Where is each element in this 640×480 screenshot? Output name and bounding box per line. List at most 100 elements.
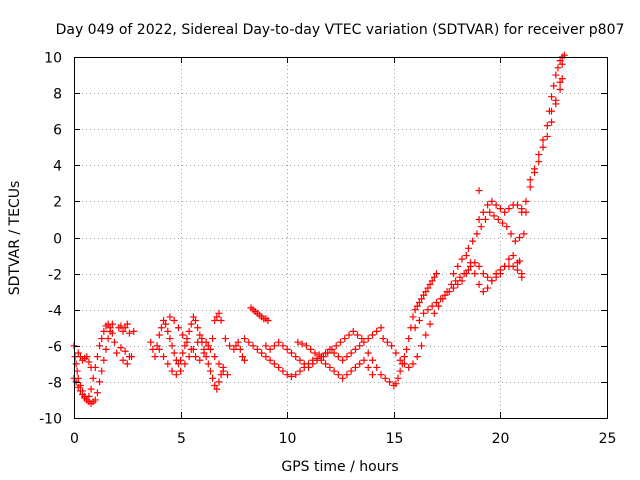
data-point bbox=[409, 360, 417, 368]
data-point bbox=[149, 345, 157, 353]
data-point bbox=[424, 306, 432, 314]
data-point bbox=[509, 252, 517, 260]
data-point bbox=[343, 353, 351, 361]
data-point bbox=[98, 367, 106, 375]
data-point bbox=[418, 342, 426, 350]
data-point bbox=[437, 295, 445, 303]
data-point bbox=[475, 262, 483, 270]
data-point bbox=[368, 356, 376, 364]
data-point bbox=[170, 349, 178, 357]
data-point bbox=[415, 298, 423, 306]
data-point bbox=[164, 327, 172, 335]
data-point bbox=[464, 266, 472, 274]
data-point bbox=[296, 367, 304, 375]
data-point bbox=[552, 96, 560, 104]
data-point bbox=[155, 345, 163, 353]
data-point bbox=[123, 360, 131, 368]
axis-ticks bbox=[74, 57, 608, 419]
data-point bbox=[520, 230, 528, 238]
data-point bbox=[488, 197, 496, 205]
data-point bbox=[392, 380, 400, 388]
data-point bbox=[428, 302, 436, 310]
data-point bbox=[454, 280, 462, 288]
x-tick-labels: 0 5 10 15 20 25 bbox=[70, 431, 616, 447]
data-point bbox=[394, 374, 402, 382]
data-point bbox=[522, 197, 530, 205]
data-point bbox=[177, 356, 185, 364]
data-point bbox=[456, 273, 464, 281]
x-tick-label: 15 bbox=[386, 431, 404, 447]
data-point bbox=[511, 237, 519, 245]
data-point bbox=[162, 320, 170, 328]
data-point bbox=[343, 371, 351, 379]
data-point bbox=[194, 338, 202, 346]
data-point bbox=[234, 338, 242, 346]
data-point bbox=[123, 320, 131, 328]
data-point bbox=[226, 342, 234, 350]
y-tick-label: 4 bbox=[53, 159, 62, 175]
data-point bbox=[535, 150, 543, 158]
data-point bbox=[219, 367, 227, 375]
data-point bbox=[160, 317, 168, 325]
data-point bbox=[106, 327, 114, 335]
data-point bbox=[202, 338, 210, 346]
data-point bbox=[484, 273, 492, 281]
data-point bbox=[85, 358, 93, 366]
data-point bbox=[345, 331, 353, 339]
data-point bbox=[332, 342, 340, 350]
data-point bbox=[377, 371, 385, 379]
y-tick-label: -2 bbox=[48, 268, 62, 284]
data-point bbox=[475, 187, 483, 195]
data-point bbox=[503, 223, 511, 231]
data-point bbox=[93, 389, 101, 397]
data-point bbox=[76, 387, 84, 395]
data-point bbox=[93, 353, 101, 361]
data-point bbox=[157, 324, 165, 332]
data-point bbox=[241, 356, 249, 364]
data-point bbox=[518, 208, 526, 216]
data-point bbox=[174, 324, 182, 332]
data-point bbox=[556, 57, 564, 65]
x-tick-label: 20 bbox=[492, 431, 510, 447]
data-point bbox=[392, 349, 400, 357]
data-point bbox=[117, 344, 125, 352]
data-point bbox=[224, 371, 232, 379]
data-point bbox=[238, 353, 246, 361]
grid bbox=[74, 57, 607, 418]
data-point bbox=[166, 335, 174, 343]
data-point bbox=[206, 367, 214, 375]
data-point bbox=[405, 335, 413, 343]
data-point bbox=[324, 349, 332, 357]
data-point bbox=[526, 183, 534, 191]
data-point bbox=[445, 288, 453, 296]
data-point bbox=[428, 277, 436, 285]
data-point bbox=[326, 363, 334, 371]
data-point bbox=[334, 371, 342, 379]
data-point bbox=[322, 360, 330, 368]
data-point bbox=[185, 327, 193, 335]
data-point bbox=[435, 302, 443, 310]
y-tick-label: -4 bbox=[48, 304, 62, 320]
data-point bbox=[349, 327, 357, 335]
data-point bbox=[418, 295, 426, 303]
data-point bbox=[479, 208, 487, 216]
data-point bbox=[170, 317, 178, 325]
data-point bbox=[215, 360, 223, 368]
data-point bbox=[379, 335, 387, 343]
data-point bbox=[300, 360, 308, 368]
data-point bbox=[151, 353, 159, 361]
data-point bbox=[309, 360, 317, 368]
y-tick-label: 8 bbox=[53, 87, 62, 103]
data-point bbox=[294, 338, 302, 346]
data-point bbox=[396, 356, 404, 364]
data-point bbox=[351, 363, 359, 371]
y-tick-label: -8 bbox=[48, 376, 62, 392]
data-point bbox=[83, 353, 91, 361]
data-point bbox=[202, 353, 210, 361]
data-point bbox=[104, 335, 112, 343]
data-point bbox=[373, 327, 381, 335]
data-point bbox=[492, 270, 500, 278]
data-point bbox=[430, 309, 438, 317]
data-point bbox=[518, 273, 526, 281]
